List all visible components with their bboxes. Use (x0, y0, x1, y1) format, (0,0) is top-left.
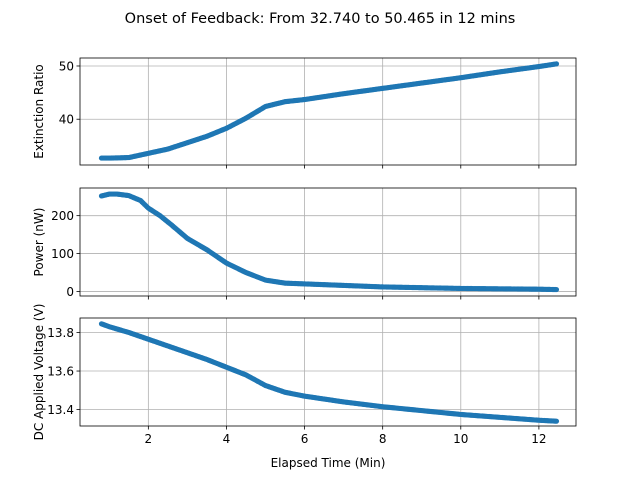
y-tick-label: 13.8 (47, 326, 74, 340)
series-points (98, 191, 560, 293)
x-axis-label: Elapsed Time (Min) (271, 456, 386, 470)
x-tick-label: 2 (145, 432, 153, 446)
axes-frame (79, 317, 577, 427)
chart-title: Onset of Feedback: From 32.740 to 50.465… (125, 11, 516, 27)
x-tick-label: 12 (531, 432, 546, 446)
series-points (98, 321, 560, 424)
y-tick-label: 13.4 (47, 403, 74, 417)
axes-frame (79, 187, 577, 297)
subplot-1: 40 50 Extinction Ratio (32, 57, 577, 169)
y-tick-label: 40 (59, 113, 74, 127)
subplot-2: 0 100 200 Power (nW) (32, 187, 577, 300)
subplots: 40 50 Extinction Ratio 0 100 200 Power (nW) 2 4 6… (32, 57, 577, 470)
x-tick-label: 4 (223, 432, 231, 446)
x-tick-label: 8 (379, 432, 387, 446)
y-axis-label: Extinction Ratio (32, 64, 46, 159)
x-tick-label: 10 (453, 432, 468, 446)
y-tick-label: 50 (59, 59, 74, 73)
y-tick-label: 13.6 (47, 364, 74, 378)
data-point (553, 418, 560, 424)
x-tick-label: 6 (301, 432, 309, 446)
axes-frame (79, 57, 577, 166)
y-tick-label: 100 (51, 247, 74, 261)
series-points (98, 61, 560, 161)
data-point (553, 61, 560, 67)
y-tick-label: 200 (51, 209, 74, 223)
y-tick-label: 0 (66, 285, 74, 299)
subplot-3: 2 4 6 8 10 12 13.4 13.6 13.8DC Applied Voltage (… (32, 304, 577, 470)
data-point (553, 286, 560, 293)
y-axis-label: DC Applied Voltage (V) (32, 304, 46, 441)
y-axis-label: Power (nW) (32, 208, 46, 277)
